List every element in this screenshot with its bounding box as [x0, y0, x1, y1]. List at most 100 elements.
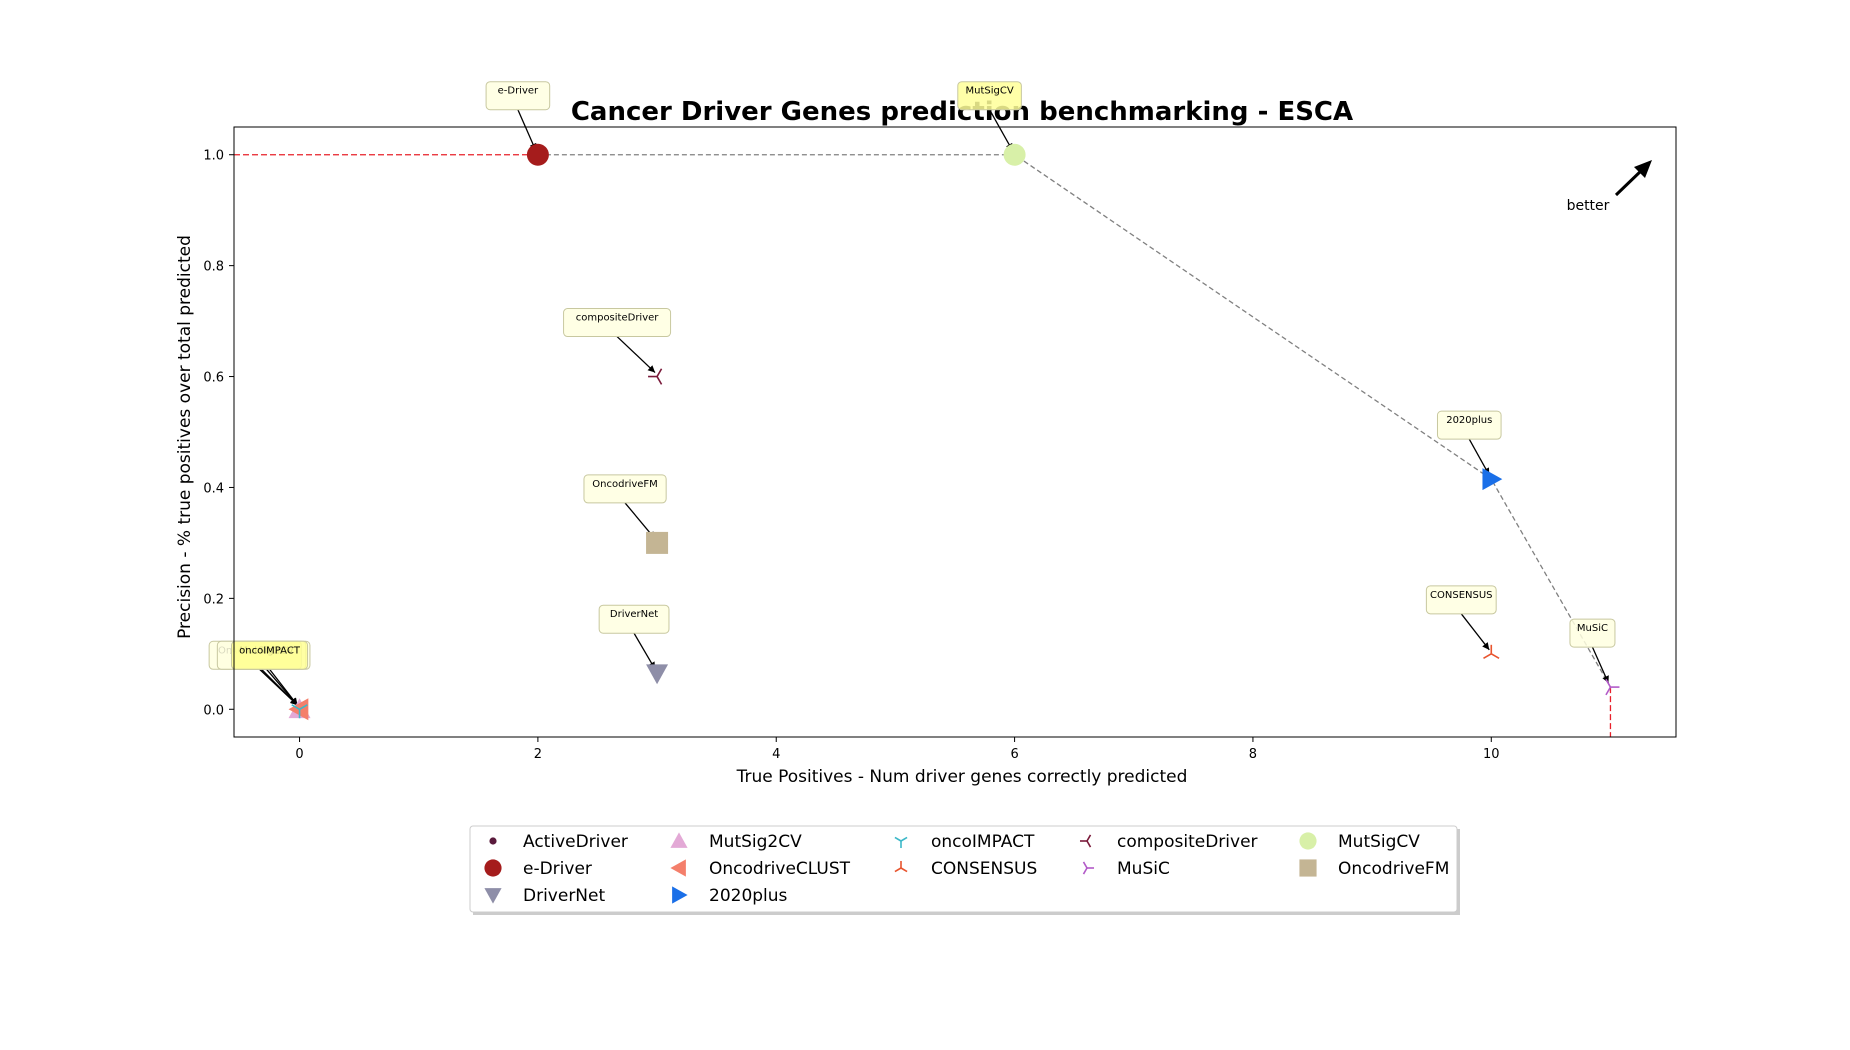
legend-marker — [670, 859, 686, 877]
annotation-box — [957, 81, 1022, 111]
legend-label: DriverNet — [523, 886, 605, 906]
marker-mutsigcv — [1003, 143, 1026, 166]
legend-marker — [1079, 834, 1092, 848]
y-tick-label-4: 0.8 — [203, 260, 224, 275]
x-tick-label-6: 6 — [1010, 747, 1018, 762]
marker-consensus — [1483, 644, 1500, 660]
legend-item-mutsig2cv: MutSig2CV — [670, 832, 802, 852]
marker-compositedriver — [648, 368, 663, 385]
annotation-mutsigcv: MutSigCV — [957, 81, 1022, 111]
legend-label: OncodriveFM — [1338, 859, 1449, 879]
legend-item-drivernet: DriverNet — [484, 886, 605, 906]
legend-marker — [894, 860, 908, 873]
legend-marker — [484, 859, 502, 877]
annotation-label: 2020plus — [1446, 415, 1492, 426]
annotation-box — [563, 308, 672, 338]
legend-label: OncodriveCLUST — [709, 859, 851, 879]
annotation-music: MuSiC — [1569, 618, 1616, 648]
marker-music — [1605, 678, 1620, 696]
annotation-box — [583, 474, 667, 504]
legend-label: 2020plus — [709, 886, 788, 906]
annotation-consensus: CONSENSUS — [1425, 585, 1497, 615]
annotation-label: OncodriveFM — [592, 479, 658, 490]
annotation-compositedriver: compositeDriver — [563, 308, 672, 338]
legend-marker — [1299, 832, 1317, 850]
annotation-box — [485, 81, 551, 111]
annotation-e-driver: e-Driver — [485, 81, 551, 111]
annotation-drivernet: DriverNet — [598, 604, 670, 634]
annotation-arrow — [1460, 613, 1490, 651]
annotation-box — [1436, 410, 1502, 440]
legend-item-compositedriver: compositeDriver — [1079, 832, 1258, 852]
legend-item-music: MuSiC — [1082, 859, 1170, 879]
y-tick-label-2: 0.4 — [203, 481, 224, 496]
legend-item-oncodrivefm: OncodriveFM — [1299, 859, 1449, 879]
annotation-label: oncoIMPACT — [239, 645, 301, 656]
legend: ActiveDriver e-Driver DriverNet MutSig2CV On… — [469, 825, 1460, 915]
plot-area-frame — [233, 126, 1677, 738]
marker-drivernet — [646, 664, 669, 685]
axes-layer: 0 2 4 6 8 10 0.0 0.2 0.4 0.6 0.8 1.0 — [203, 149, 1499, 762]
annotation-label: MutSigCV — [965, 86, 1013, 97]
annotation-boxes-layer: e-Driver MutSigCV compositeDriver Oncodrive… — [208, 81, 1616, 670]
legend-marker — [489, 837, 497, 845]
legend-item-oncoimpact: oncoIMPACT — [894, 832, 1035, 852]
annotation-arrow-head — [290, 697, 298, 706]
annotation-arrow — [616, 336, 656, 374]
better-arrow-shaft — [1614, 167, 1645, 197]
y-tick-label-1: 0.2 — [203, 592, 224, 607]
legend-label: MuSiC — [1117, 859, 1170, 879]
annotation-oncoimpact: oncoIMPACT — [231, 640, 309, 670]
y-tick-label-3: 0.6 — [203, 371, 224, 386]
y-tick-label-0: 0.0 — [203, 703, 224, 718]
better-indicator: better — [1567, 160, 1652, 214]
legend-label: CONSENSUS — [931, 859, 1037, 879]
annotation-arrow — [517, 109, 537, 151]
marker-oncodrivefm — [646, 531, 669, 554]
legend-label: MutSigCV — [1338, 832, 1420, 852]
annotation-arrow — [989, 109, 1014, 152]
legend-item-e-driver: e-Driver — [484, 859, 592, 879]
x-tick-label-10: 10 — [1483, 747, 1500, 762]
x-tick-label-2: 2 — [534, 747, 542, 762]
annotation-arrows-layer — [259, 109, 1610, 706]
legend-label: e-Driver — [523, 859, 592, 879]
legend-item-oncodriveclust: OncodriveCLUST — [670, 859, 851, 879]
x-tick-label-0: 0 — [295, 747, 303, 762]
pareto-frontier-line — [537, 154, 1612, 688]
legend-label: oncoIMPACT — [931, 832, 1035, 852]
annotation-2020plus: 2020plus — [1436, 410, 1502, 440]
annotation-box — [1569, 618, 1616, 648]
annotation-box — [231, 640, 309, 670]
markers-layer — [288, 143, 1620, 721]
marker-e-driver — [526, 143, 549, 166]
annotation-label: e-Driver — [498, 86, 539, 97]
legend-item-2020plus: 2020plus — [672, 886, 788, 906]
legend-marker — [672, 886, 688, 904]
legend-item-consensus: CONSENSUS — [894, 859, 1037, 879]
legend-item-mutsigcv: MutSigCV — [1299, 832, 1420, 852]
y-axis-label: Precision - % true positives over total … — [175, 235, 195, 639]
annotation-arrow-head — [647, 365, 656, 373]
annotation-label: MuSiC — [1577, 623, 1608, 634]
legend-item-activedriver: ActiveDriver — [489, 832, 628, 852]
legend-marker — [1082, 861, 1095, 875]
legend-label: compositeDriver — [1117, 832, 1258, 852]
annotation-label: DriverNet — [610, 609, 658, 620]
legend-box — [469, 825, 1458, 913]
marker-2020plus — [1482, 468, 1503, 491]
legend-label: ActiveDriver — [523, 832, 628, 852]
annotation-box — [1425, 585, 1497, 615]
annotation-label: CONSENSUS — [1430, 590, 1493, 601]
annotation-box — [598, 604, 670, 634]
legend-label: MutSig2CV — [709, 832, 802, 852]
better-arrow-head — [1634, 160, 1652, 178]
legend-marker — [484, 888, 502, 904]
legend-marker — [1299, 859, 1317, 877]
x-axis-label: True Positives - Num driver genes correc… — [736, 767, 1188, 787]
legend-marker — [670, 832, 688, 848]
annotation-label: compositeDriver — [576, 313, 660, 324]
marker-oncoimpact — [291, 704, 308, 719]
x-tick-label-4: 4 — [772, 747, 780, 762]
